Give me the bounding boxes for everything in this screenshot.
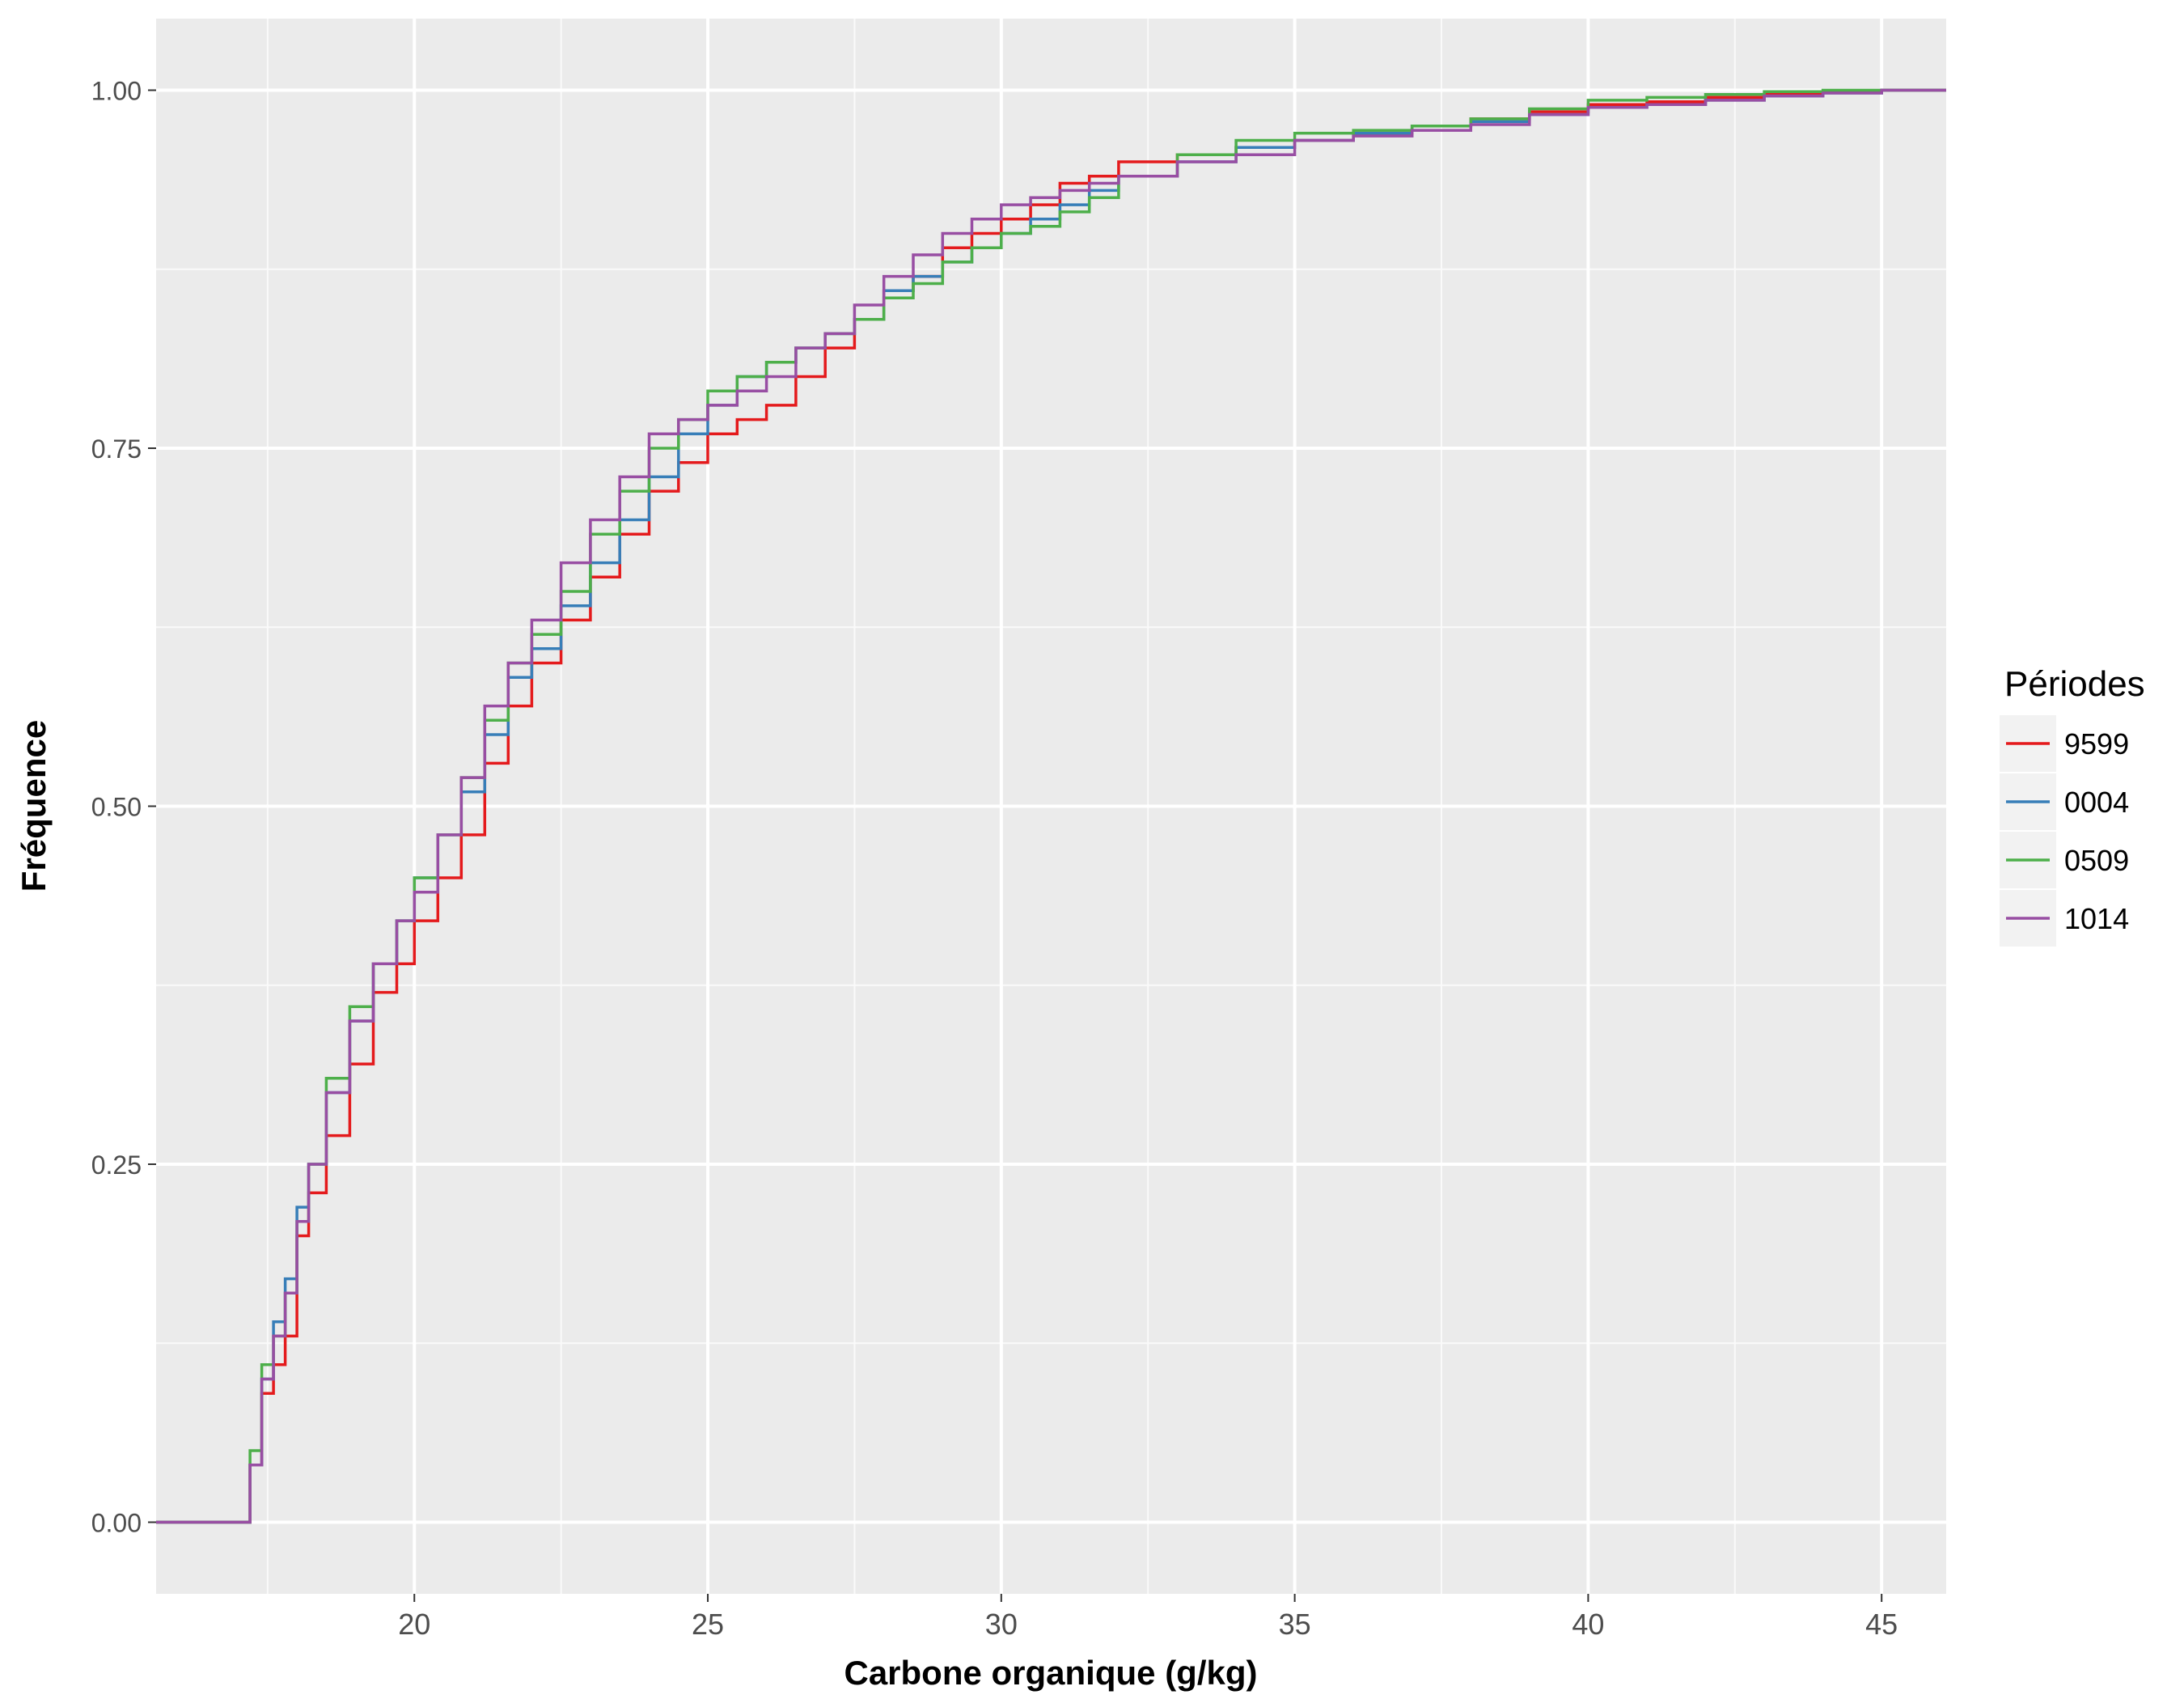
legend-label: 0004 xyxy=(2064,786,2129,819)
y-tick-label: 1.00 xyxy=(91,77,142,106)
x-axis-title: Carbone organique (g/kg) xyxy=(844,1654,1257,1692)
y-axis: 0.00 0.25 0.50 0.75 1.00 xyxy=(91,77,156,1538)
y-tick-label: 0.25 xyxy=(91,1150,142,1180)
series-group xyxy=(156,88,1946,1524)
y-tick-label: 0.00 xyxy=(91,1509,142,1538)
legend-title: Périodes xyxy=(2004,664,2145,704)
y-tick-label: 0.50 xyxy=(91,793,142,822)
x-tick-label: 45 xyxy=(1865,1608,1898,1641)
series-line-1014 xyxy=(156,88,1946,1524)
legend-label: 1014 xyxy=(2064,902,2129,935)
x-tick-label: 25 xyxy=(692,1608,724,1641)
legend: Périodes 9599 0004 0509 1014 xyxy=(2000,664,2145,947)
x-tick-label: 20 xyxy=(398,1608,430,1641)
legend-items: 9599 0004 0509 1014 xyxy=(2000,715,2129,947)
x-tick-label: 30 xyxy=(985,1608,1018,1641)
y-axis-title: Fréquence xyxy=(15,720,53,892)
y-tick-label: 0.75 xyxy=(91,434,142,464)
x-axis: 20 25 30 35 40 45 xyxy=(398,1594,1898,1641)
x-tick-label: 40 xyxy=(1572,1608,1604,1641)
legend-label: 0509 xyxy=(2064,844,2129,877)
grid-major xyxy=(156,19,1946,1594)
legend-label: 9599 xyxy=(2064,727,2129,761)
x-tick-label: 35 xyxy=(1279,1608,1311,1641)
